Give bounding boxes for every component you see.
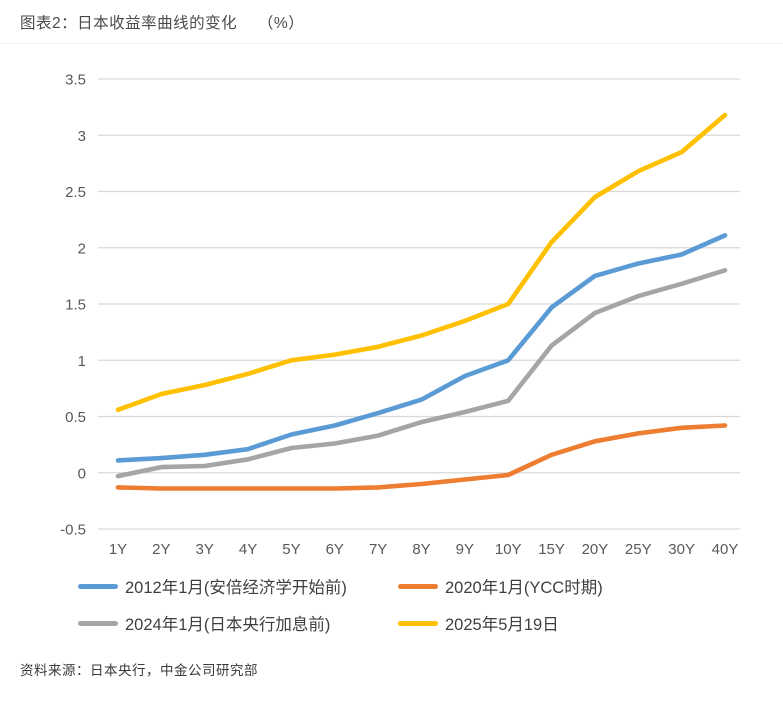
x-axis-tick-label: 15Y <box>538 541 565 558</box>
x-axis-tick-label: 9Y <box>456 541 474 558</box>
x-axis-tick-label: 25Y <box>625 541 652 558</box>
y-axis-tick-label: 0.5 <box>65 409 86 426</box>
x-axis-tick-label: 5Y <box>282 541 300 558</box>
legend-swatch-icon <box>78 620 118 626</box>
legend-item-1: 2020年1月(YCC时期) <box>398 574 783 598</box>
chart-title: 图表2：日本收益率曲线的变化 （%） <box>20 15 305 32</box>
series-line-3 <box>115 112 728 413</box>
x-axis-tick-label: 4Y <box>239 541 257 558</box>
series-line-2 <box>115 268 728 479</box>
x-axis-tick-label: 6Y <box>326 541 344 558</box>
x-axis-tick-label: 40Y <box>712 541 739 558</box>
legend-item-3: 2025年5月19日 <box>398 611 783 635</box>
series-line-0 <box>115 233 728 463</box>
y-axis-tick-label: 1 <box>78 353 86 370</box>
y-axis-tick-label: 2.5 <box>65 184 86 201</box>
legend-swatch-icon <box>398 583 438 589</box>
x-axis-tick-label: 8Y <box>412 541 430 558</box>
source-note: 资料来源：日本央行，中金公司研究部 <box>20 663 258 678</box>
x-axis-tick-label: 10Y <box>495 541 522 558</box>
yield-curve-line-chart: 3.5 3 2.5 2 1.5 1 0.5 0 -0.5 1Y 2Y 3Y 4Y 5Y 6Y 7Y 8Y 9Y 10… <box>60 72 740 558</box>
legend-label: 2024年1月(日本央行加息前) <box>125 616 331 634</box>
legend-item-0: 2012年1月(安倍经济学开始前) <box>78 574 398 598</box>
series-line-1 <box>115 423 728 491</box>
y-axis-tick-label: -0.5 <box>60 522 86 539</box>
legend-label: 2020年1月(YCC时期) <box>445 579 603 597</box>
x-axis-tick-label: 7Y <box>369 541 387 558</box>
legend-swatch-icon <box>78 583 118 589</box>
x-axis-tick-label: 1Y <box>109 541 127 558</box>
legend-swatch-icon <box>398 620 438 626</box>
y-axis-tick-label: 0 <box>78 465 86 482</box>
x-axis-tick-label: 3Y <box>196 541 214 558</box>
legend-label: 2012年1月(安倍经济学开始前) <box>125 579 347 597</box>
legend-label: 2025年5月19日 <box>445 616 559 634</box>
y-axis-tick-label: 1.5 <box>65 297 86 314</box>
y-axis-tick-label: 2 <box>78 240 86 257</box>
y-axis-tick-label: 3 <box>78 128 86 145</box>
x-axis-tick-label: 2Y <box>152 541 170 558</box>
x-axis-tick-label: 20Y <box>582 541 609 558</box>
y-axis-tick-label: 3.5 <box>65 72 86 89</box>
chart-legend: 2012年1月(安倍经济学开始前) 2020年1月(YCC时期) 2024年1月(日… <box>78 574 783 635</box>
x-axis-tick-label: 30Y <box>668 541 695 558</box>
legend-item-2: 2024年1月(日本央行加息前) <box>78 611 398 635</box>
yield-curve-chart-card: 3.5 3 2.5 2 1.5 1 0.5 0 -0.5 1Y 2Y 3Y 4Y 5Y 6Y 7Y 8Y 9Y 10… <box>0 43 783 635</box>
